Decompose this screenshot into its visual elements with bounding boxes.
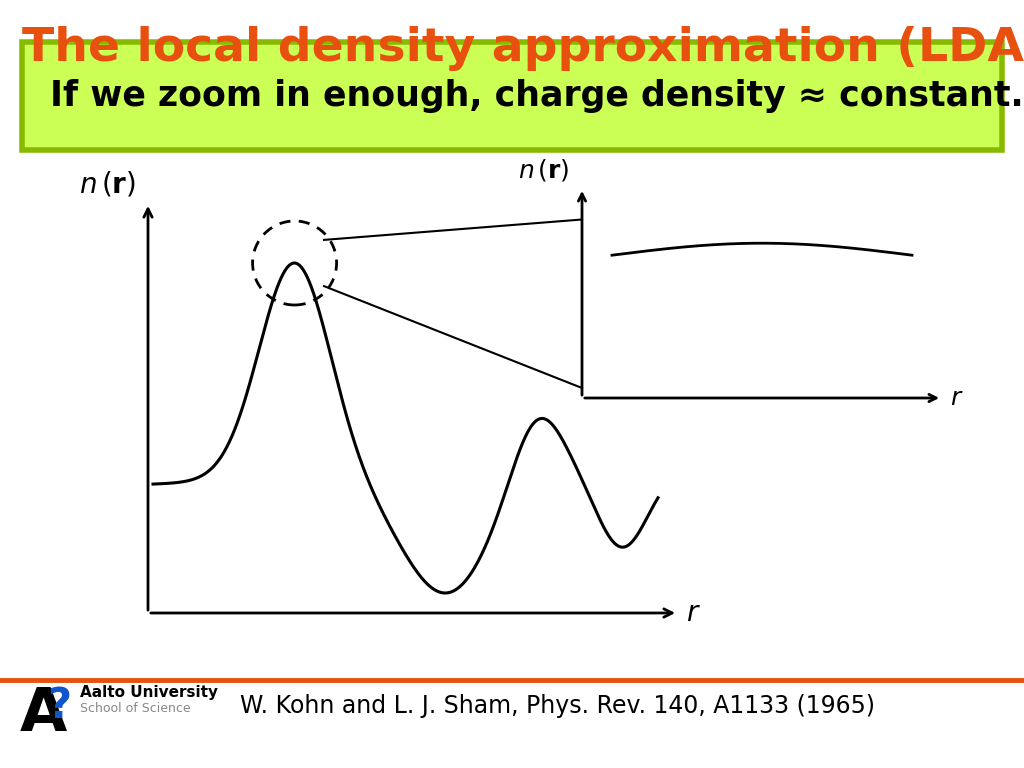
- Text: W. Kohn and L. J. Sham, Phys. Rev. 140, A1133 (1965): W. Kohn and L. J. Sham, Phys. Rev. 140, …: [240, 694, 874, 718]
- Text: If we zoom in enough, charge density ≈ constant.: If we zoom in enough, charge density ≈ c…: [50, 79, 1024, 113]
- Text: ?: ?: [47, 685, 71, 727]
- Text: Aalto University: Aalto University: [80, 685, 218, 700]
- Text: $n\,(\mathbf{r})$: $n\,(\mathbf{r})$: [79, 169, 136, 198]
- Text: $n\,(\mathbf{r})$: $n\,(\mathbf{r})$: [518, 157, 570, 183]
- Text: $r$: $r$: [950, 386, 964, 410]
- Text: School of Science: School of Science: [80, 702, 190, 715]
- Text: The local density approximation (LDA): The local density approximation (LDA): [22, 26, 1024, 71]
- Text: $r$: $r$: [686, 599, 700, 627]
- FancyBboxPatch shape: [22, 42, 1002, 150]
- Text: A: A: [20, 685, 68, 744]
